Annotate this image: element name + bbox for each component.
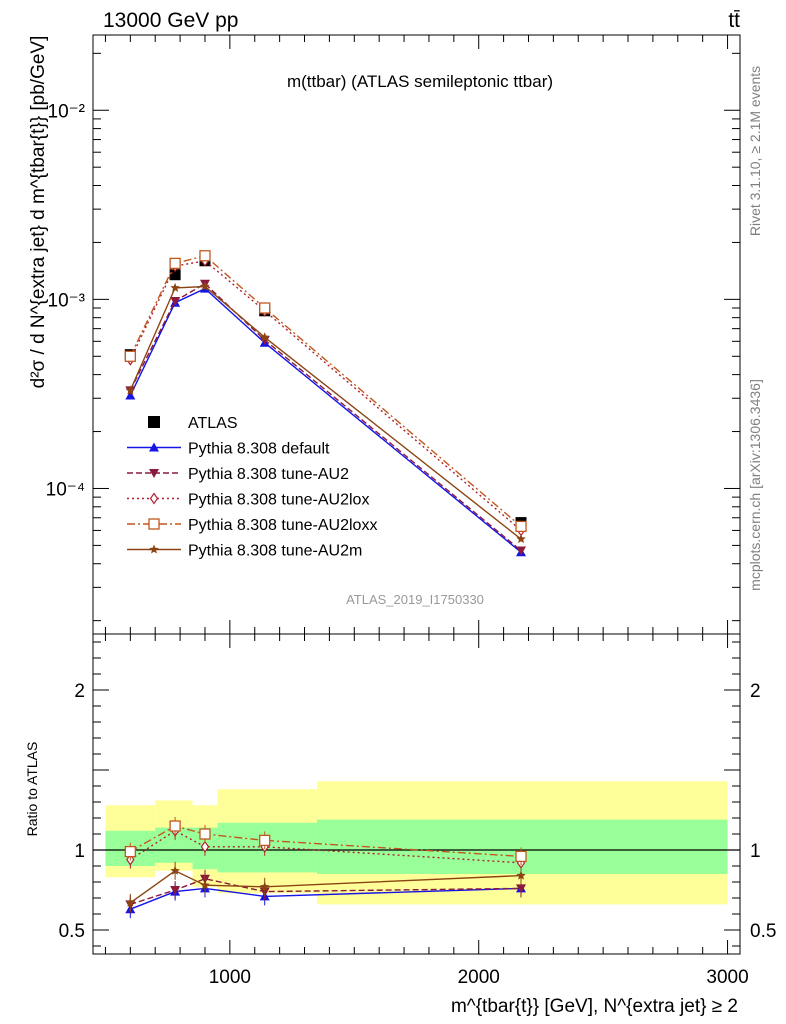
ratio-point-pythia-8-308-tune-au2loxx xyxy=(199,828,211,840)
main-y-tick-label: 10⁻³ xyxy=(48,290,86,311)
ratio-x-tick-label: 3000 xyxy=(706,967,748,988)
main-point-pythia-8-308-tune-au2m xyxy=(125,385,136,395)
main-line-pythia-8-308-tune-au2 xyxy=(129,282,522,552)
ratio-line-pythia-8-308-tune-au2lox xyxy=(129,829,522,864)
main-y-tick-label: 10⁻⁴ xyxy=(46,479,85,500)
header-process-label: tt̄ xyxy=(728,9,740,32)
x-axis-label: m^{tbar{t}} [GeV], N^{extra jet} ≥ 2 xyxy=(451,996,738,1017)
main-point-atlas xyxy=(169,269,181,281)
legend-marker xyxy=(149,469,159,478)
ratio-point-pythia-8-308-tune-au2loxx xyxy=(124,845,136,858)
main-point-pythia-8-308-tune-au2 xyxy=(516,546,527,556)
ratio-point-pythia-8-308-tune-au2m xyxy=(170,865,180,875)
ratio-point-pythia-8-308-tune-au2m xyxy=(259,881,270,891)
main-point-pythia-8-308-tune-au2loxx xyxy=(259,302,271,314)
ratio-point-pythia-8-308-tune-au2m xyxy=(200,880,210,890)
ratio-x-tick-label: 1000 xyxy=(209,967,251,988)
legend-entry-label: Pythia 8.308 tune-AU2lox xyxy=(188,492,369,509)
ratio-y-tick-label: 1 xyxy=(74,841,85,862)
main-panel: 10⁻² 10⁻³ 10⁻⁴ m(ttbar) (ATLAS semileptoni… xyxy=(28,34,741,635)
ratio-panel: 1000 2000 3000 0.5 0.5 1 1 2 2 Ratio to ATLAS m^… xyxy=(24,633,776,1017)
ratio-point-pythia-8-308-tune-au2m xyxy=(125,897,136,907)
legend-marker xyxy=(149,442,159,452)
ratio-y-tick-label-right: 0.5 xyxy=(750,921,776,942)
legend: ATLAS Pythia 8.308 default Pythia 8.308 tu… xyxy=(127,415,377,560)
ratio-point-pythia-8-308-tune-au2 xyxy=(516,884,527,894)
main-point-pythia-8-308-tune-au2 xyxy=(170,297,181,307)
legend-marker xyxy=(149,544,159,554)
ratio-y-tick-label-right: 2 xyxy=(750,681,761,702)
legend-marker xyxy=(148,416,160,428)
main-point-pythia-8-308-tune-au2m xyxy=(170,282,180,292)
main-y-axis-label: d²σ / d N^{extra jet} d m^{tbar{t}} [pb/… xyxy=(28,36,49,389)
legend-entry-label: Pythia 8.308 tune-AU2loxx xyxy=(188,517,377,534)
ratio-line-pythia-8-308-tune-au2 xyxy=(130,878,522,906)
legend-entry-label: Pythia 8.308 tune-AU2m xyxy=(188,543,362,560)
legend-entry-label: Pythia 8.308 default xyxy=(188,441,330,458)
ratio-point-pythia-8-308-tune-au2lox xyxy=(200,840,210,853)
main-y-tick-label: 10⁻² xyxy=(48,101,86,122)
header-collision-label: 13000 GeV pp xyxy=(103,9,238,32)
ratio-y-axis-label: Ratio to ATLAS xyxy=(24,742,40,837)
main-point-pythia-8-308-tune-au2loxx xyxy=(169,257,181,270)
main-point-pythia-8-308-tune-au2m xyxy=(200,281,210,291)
mcplots-label: mcplots.cern.ch [arXiv:1306.3436] xyxy=(747,379,763,591)
main-point-pythia-8-308-tune-au2loxx xyxy=(124,350,136,362)
ratio-y-tick-label: 2 xyxy=(74,681,85,702)
main-point-pythia-8-308-tune-au2m xyxy=(516,534,526,544)
ratio-y-tick-label-right: 1 xyxy=(750,841,761,862)
main-point-pythia-8-308-tune-au2 xyxy=(259,335,270,345)
legend-entry-label: ATLAS xyxy=(188,415,238,432)
ratio-point-pythia-8-308-tune-au2m xyxy=(516,870,526,880)
ratio-point-pythia-8-308-tune-au2loxx xyxy=(259,834,271,847)
main-plot-title: m(ttbar) (ATLAS semileptonic ttbar) xyxy=(287,72,553,91)
legend-entry-label: Pythia 8.308 tune-AU2 xyxy=(188,466,349,483)
main-point-pythia-8-308-tune-au2m xyxy=(259,332,270,342)
legend-marker xyxy=(149,492,159,505)
ratio-y-tick-label: 0.5 xyxy=(59,921,85,942)
rivet-version-label: Rivet 3.1.10, ≥ 2.1M events xyxy=(747,66,763,236)
ratio-point-pythia-8-308-tune-au2 xyxy=(170,886,181,895)
ratio-point-pythia-8-308-tune-au2loxx xyxy=(515,850,527,863)
ratio-point-pythia-8-308-tune-au2loxx xyxy=(169,820,181,832)
main-point-pythia-8-308-tune-au2loxx xyxy=(199,250,211,262)
legend-marker xyxy=(148,518,160,530)
ratio-x-tick-label: 2000 xyxy=(458,967,500,988)
main-point-pythia-8-308-tune-au2loxx xyxy=(515,520,527,533)
ratio-frame xyxy=(92,633,741,955)
analysis-id-label: ATLAS_2019_I1750330 xyxy=(346,592,484,607)
